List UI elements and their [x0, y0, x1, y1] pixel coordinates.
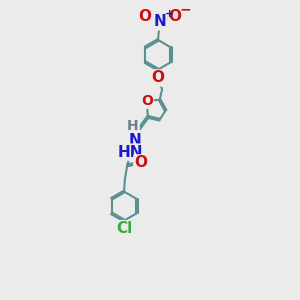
Text: O: O: [134, 155, 147, 170]
Text: −: −: [180, 2, 191, 16]
Text: N: N: [153, 14, 166, 29]
Text: N: N: [129, 133, 141, 148]
Text: O: O: [168, 9, 182, 24]
Text: HN: HN: [118, 145, 143, 160]
Text: O: O: [141, 94, 153, 108]
Text: Cl: Cl: [116, 221, 132, 236]
Text: H: H: [127, 119, 139, 133]
Text: O: O: [138, 9, 151, 24]
Text: +: +: [164, 9, 174, 19]
Text: O: O: [152, 70, 164, 86]
